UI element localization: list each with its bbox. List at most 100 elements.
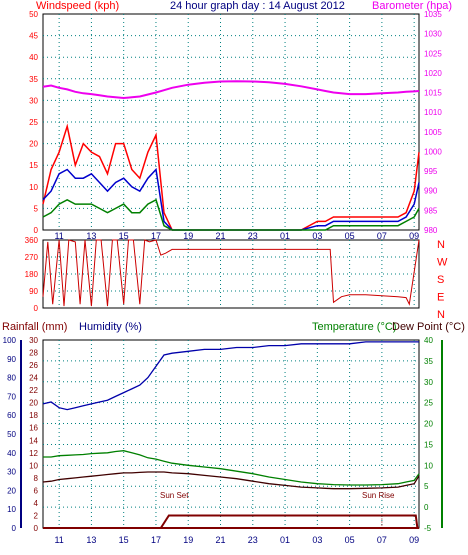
compass-label: W [437,257,448,269]
humidity-tick: 60 [7,411,16,420]
rainfall-tick: 18 [29,411,38,420]
x-tick-label: 07 [377,231,387,241]
temperature-tick: -5 [424,524,432,533]
windspeed-tick: 30 [29,96,38,105]
windspeed-tick: 45 [29,32,38,41]
x-tick-label: 21 [216,231,226,241]
humidity-tick: 80 [7,374,16,383]
humidity-tick: 90 [7,355,16,364]
temp-series [42,341,420,529]
compass-label: N [437,309,445,321]
wind-x-ticks: 11 13 15 17 19 21 23 01 03 05 07 09 [54,231,419,241]
barometer-ticks: 980 985 990 995 1000 1005 1010 1015 1020 1025 1030… [424,10,442,235]
direction-tick: 0 [34,304,39,313]
windspeed-tick: 50 [29,10,38,19]
windspeed-tick: 10 [29,183,38,192]
sunrise-annotation: Sun Rise [362,491,395,500]
temperature-ticks: -5 0 5 10 15 20 25 30 35 40 [424,336,433,533]
wind-direction-line [42,239,420,307]
temperature-tick: 10 [424,461,433,470]
barometer-tick: 1015 [424,89,442,98]
barometer-tick: 1020 [424,69,442,78]
rainfall-axis-title: Rainfall (mm) [2,321,67,333]
temperature-tick: 30 [424,378,433,387]
x-tick-label: 17 [151,535,161,545]
barometer-tick: 1025 [424,49,442,58]
temperature-tick: 0 [424,503,429,512]
windspeed-tick: 25 [29,118,38,127]
x-tick-label: 23 [248,231,258,241]
compass-label: E [437,292,444,304]
x-tick-label: 19 [183,535,193,545]
humidity-tick: 100 [3,336,17,345]
x-tick-label: 01 [280,231,290,241]
barometer-tick: 1030 [424,30,442,39]
daylight-line [44,514,419,529]
windspeed-line [42,198,420,231]
direction-tick: 270 [25,253,39,262]
humidity-ticks: 0 10 20 30 40 50 60 70 80 90 100 [3,336,17,533]
chart-title: 24 hour graph day : 14 August 2012 [170,0,345,12]
x-tick-label: 15 [119,231,129,241]
barometer-tick: 995 [424,167,438,176]
temperature-line [42,471,420,490]
direction-tick: 360 [25,236,39,245]
x-tick-label: 17 [151,231,161,241]
barometer-tick: 1000 [424,147,442,156]
rainfall-tick: 12 [29,449,38,458]
temperature-axis-bar [441,340,443,528]
temperature-tick: 15 [424,440,433,449]
x-tick-label: 23 [248,535,258,545]
temperature-tick: 35 [424,357,433,366]
temperature-axis-title: Temperature (°C) [312,321,396,333]
x-tick-label: 11 [54,535,63,545]
rainfall-tick: 16 [29,424,38,433]
direction-tick: 180 [25,270,39,279]
humidity-tick: 40 [7,449,16,458]
direction-panel-grid [43,240,419,308]
rainfall-tick: 2 [34,511,39,520]
direction-series [42,239,420,307]
barometer-tick: 1010 [424,108,442,117]
x-tick-label: 13 [86,231,96,241]
temp-panel-grid [43,340,419,528]
x-tick-label: 13 [86,535,96,545]
barometer-tick: 1005 [424,128,442,137]
x-tick-label: 07 [377,535,387,545]
windspeed-tick: 5 [34,204,39,213]
rainfall-tick: 4 [34,499,39,508]
x-tick-label: 11 [54,231,63,241]
barometer-axis-title: Barometer (hpa) [372,0,452,12]
humidity-tick: 0 [12,524,17,533]
rainfall-tick: 14 [29,436,38,445]
rainfall-tick: 6 [34,486,39,495]
x-tick-label: 09 [409,231,419,241]
windspeed-tick: 15 [29,161,38,170]
rainfall-tick: 24 [29,374,38,383]
humidity-tick: 70 [7,392,16,401]
x-tick-label: 03 [312,231,322,241]
sunset-annotation: Sun Set [160,491,189,500]
windspeed-axis-title: Windspeed (kph) [36,0,119,12]
barometer-line [42,80,420,100]
x-tick-label: 01 [280,535,290,545]
rainfall-tick: 0 [34,524,39,533]
temperature-tick: 25 [424,399,433,408]
windspeed-tick: 0 [34,226,39,235]
barometer-tick: 1035 [424,10,442,19]
windspeed-tick: 35 [29,75,38,84]
wind-panel-grid [43,14,419,230]
humidity-axis-title: Humidity (%) [79,321,142,333]
direction-ticks: 0 90 180 270 360 [25,236,39,313]
barometer-tick: 980 [424,226,438,235]
x-tick-label: 21 [216,535,226,545]
x-tick-label: 15 [119,535,129,545]
temperature-line [43,450,420,486]
humidity-tick: 20 [7,486,16,495]
temperature-tick: 20 [424,420,433,429]
rainfall-tick: 8 [34,474,39,483]
windspeed-ticks: 0 5 10 15 20 25 30 35 40 45 50 [29,10,38,235]
compass-label: N [437,239,445,251]
